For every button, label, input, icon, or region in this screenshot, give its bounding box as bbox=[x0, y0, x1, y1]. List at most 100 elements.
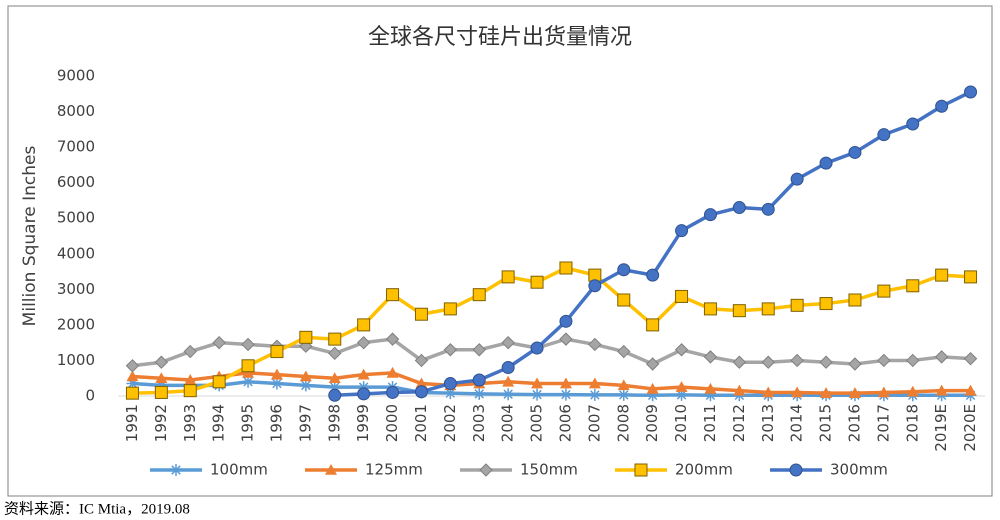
point bbox=[559, 332, 573, 346]
point bbox=[703, 350, 718, 364]
point bbox=[646, 389, 659, 402]
point bbox=[848, 145, 862, 159]
point bbox=[328, 332, 342, 346]
point bbox=[588, 388, 601, 401]
legend-label: 150mm bbox=[520, 461, 578, 479]
point bbox=[328, 381, 341, 394]
point bbox=[732, 355, 747, 369]
point bbox=[183, 384, 197, 398]
point bbox=[964, 384, 977, 396]
point bbox=[154, 385, 168, 399]
legend-item: 100mm bbox=[150, 461, 268, 479]
x-tick-label: 2004 bbox=[499, 404, 517, 442]
y-tick-label: 8000 bbox=[57, 102, 95, 120]
x-tick-label: 2018 bbox=[903, 404, 921, 442]
x-tick-label: 1992 bbox=[152, 404, 170, 442]
point bbox=[531, 388, 544, 401]
point bbox=[646, 382, 659, 394]
point bbox=[790, 353, 804, 368]
legend-label: 200mm bbox=[675, 461, 733, 479]
point bbox=[877, 128, 891, 142]
x-tick-label: 1997 bbox=[296, 404, 314, 442]
point bbox=[270, 368, 283, 380]
point bbox=[819, 156, 833, 170]
point bbox=[935, 99, 949, 113]
legend-item: 125mm bbox=[305, 461, 423, 479]
point bbox=[531, 377, 544, 389]
point bbox=[675, 388, 688, 401]
point bbox=[414, 307, 428, 321]
point bbox=[790, 298, 804, 312]
y-tick-label: 2000 bbox=[57, 315, 95, 333]
point bbox=[212, 375, 226, 389]
point bbox=[443, 302, 457, 316]
point bbox=[501, 361, 515, 375]
point bbox=[848, 293, 862, 307]
point bbox=[559, 377, 572, 389]
y-tick-label: 0 bbox=[85, 387, 95, 405]
point bbox=[703, 208, 717, 222]
point bbox=[877, 353, 891, 368]
y-axis-label: Million Square Inches bbox=[20, 146, 40, 327]
x-tick-label: 2010 bbox=[672, 404, 690, 442]
point bbox=[444, 387, 457, 400]
point bbox=[646, 318, 660, 332]
point bbox=[414, 353, 429, 368]
x-tick-label: 2017 bbox=[874, 404, 892, 442]
point bbox=[386, 288, 400, 302]
x-tick-label: 1999 bbox=[354, 404, 372, 442]
point bbox=[559, 314, 573, 328]
point bbox=[212, 335, 226, 350]
point bbox=[877, 386, 890, 398]
point bbox=[386, 385, 400, 399]
point bbox=[472, 288, 486, 302]
point bbox=[964, 270, 978, 284]
series bbox=[125, 261, 978, 400]
x-tick-label: 2001 bbox=[412, 404, 430, 442]
point bbox=[357, 368, 370, 380]
source-note: 资料来源：IC Mtia，2019.08 bbox=[4, 500, 190, 517]
point bbox=[356, 335, 371, 350]
series-line bbox=[132, 371, 971, 395]
point bbox=[790, 172, 804, 186]
point bbox=[299, 370, 312, 382]
y-tick-label: 1000 bbox=[57, 351, 95, 369]
point bbox=[299, 339, 313, 353]
point bbox=[154, 355, 169, 369]
point bbox=[617, 379, 630, 391]
point bbox=[704, 389, 717, 402]
x-tick-label: 2014 bbox=[788, 404, 806, 442]
point bbox=[732, 201, 746, 215]
x-tick-label: 1996 bbox=[267, 404, 285, 442]
point bbox=[155, 372, 168, 384]
point bbox=[588, 377, 601, 389]
x-tick-label: 2002 bbox=[441, 404, 459, 442]
legend-item: 150mm bbox=[460, 461, 578, 479]
x-tick-label: 2011 bbox=[701, 404, 719, 442]
point bbox=[328, 388, 342, 402]
point bbox=[270, 377, 283, 390]
point bbox=[820, 387, 833, 398]
legend-marker bbox=[325, 464, 337, 475]
point bbox=[473, 387, 486, 400]
x-tick-label: 2015 bbox=[817, 404, 835, 442]
y-tick-label: 3000 bbox=[57, 280, 95, 298]
point bbox=[183, 344, 197, 359]
point bbox=[443, 377, 457, 391]
point bbox=[906, 279, 920, 293]
x-tick-label: 1998 bbox=[325, 404, 343, 442]
point bbox=[472, 373, 486, 387]
point bbox=[791, 386, 804, 398]
x-tick-label: 1991 bbox=[123, 404, 141, 442]
point bbox=[675, 224, 689, 238]
point bbox=[328, 372, 341, 384]
point bbox=[184, 374, 197, 385]
point bbox=[559, 261, 573, 275]
point bbox=[588, 279, 602, 293]
legend-marker bbox=[479, 463, 493, 477]
point bbox=[761, 202, 775, 216]
point bbox=[386, 366, 399, 378]
point bbox=[617, 344, 631, 359]
